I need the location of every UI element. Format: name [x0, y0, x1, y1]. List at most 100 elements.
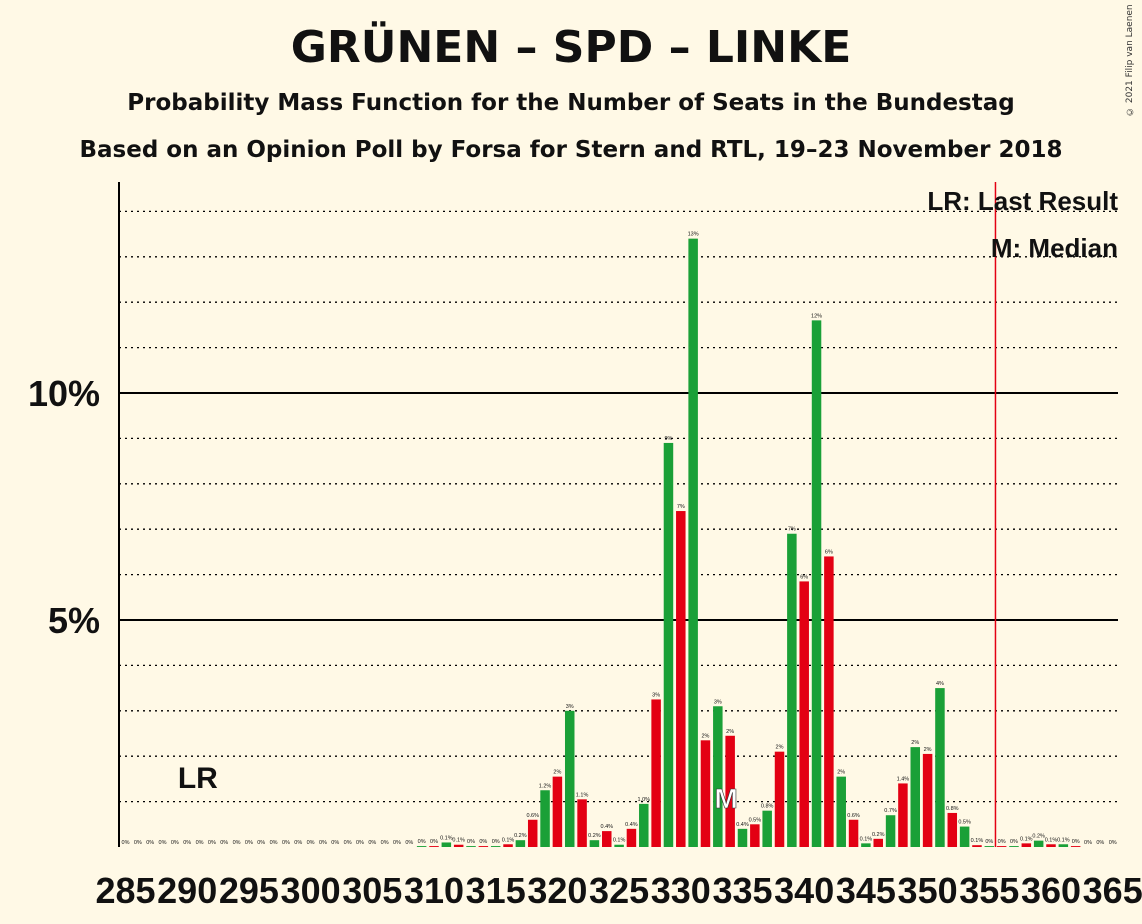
- bar: [552, 776, 563, 847]
- bar-value-label: 0%: [393, 840, 401, 846]
- x-tick-label: 285: [95, 870, 155, 911]
- bar: [1009, 846, 1019, 847]
- bar-value-label: 0.4%: [625, 822, 638, 828]
- bar-value-label: 0%: [220, 840, 228, 846]
- bar-value-label: 0.8%: [761, 804, 774, 810]
- x-tick-label: 360: [1021, 870, 1081, 911]
- y-tick-label: 5%: [48, 600, 100, 641]
- bar-value-label: 0%: [257, 840, 265, 846]
- bar-value-label: 0%: [985, 839, 993, 845]
- bar: [577, 799, 587, 847]
- bar-value-label: 0%: [331, 840, 339, 846]
- bar: [614, 844, 624, 847]
- bar-value-label: 0%: [356, 840, 364, 846]
- bar: [910, 747, 921, 847]
- bar-value-label: 0.1%: [452, 838, 465, 844]
- bar-value-label: 2%: [702, 733, 710, 739]
- bar: [774, 751, 785, 847]
- bar-value-label: 0%: [381, 840, 389, 846]
- bar: [935, 688, 945, 847]
- bar-value-label: 0%: [134, 840, 142, 846]
- bar-value-label: 0.6%: [526, 813, 539, 819]
- bar: [1058, 844, 1069, 847]
- legend: LR: Last Result M: Median: [927, 186, 1118, 263]
- bar: [515, 840, 526, 847]
- bar-value-label: 0%: [1010, 839, 1018, 845]
- bar-value-label: 0.1%: [440, 835, 453, 841]
- bar-value-label: 0%: [233, 840, 241, 846]
- bar: [676, 511, 686, 847]
- bar-value-label: 6%: [825, 549, 833, 555]
- bar: [725, 735, 735, 847]
- bar-value-label: 0.2%: [588, 833, 601, 839]
- bar-value-label: 0.2%: [1032, 834, 1045, 840]
- bar: [1021, 843, 1032, 847]
- bar: [688, 238, 698, 847]
- bar-value-label: 13%: [688, 232, 699, 238]
- bar-value-label: 0%: [1084, 840, 1092, 846]
- bar-value-label: 0.4%: [600, 824, 613, 830]
- bar: [503, 844, 513, 847]
- bar: [824, 556, 834, 847]
- bar: [700, 740, 711, 847]
- x-tick-label: 345: [836, 870, 896, 911]
- bar-value-label: 1.1%: [576, 792, 589, 798]
- bar-value-label: 6%: [800, 574, 808, 580]
- bar: [861, 843, 871, 847]
- bar: [478, 846, 489, 847]
- bar-value-label: 3%: [652, 692, 660, 698]
- bar: [663, 442, 674, 847]
- x-tick-label: 305: [342, 870, 402, 911]
- x-tick-label: 325: [589, 870, 649, 911]
- bar-value-label: 0.1%: [613, 838, 626, 844]
- bar: [466, 846, 476, 847]
- bar-value-label: 0%: [479, 839, 487, 845]
- bar-value-label: 0%: [208, 840, 216, 846]
- bar: [441, 842, 452, 847]
- bar-value-label: 0%: [294, 840, 302, 846]
- bar-value-label: 0.5%: [749, 817, 762, 823]
- bar-value-label: 0%: [418, 839, 426, 845]
- bar: [811, 320, 822, 847]
- bar: [564, 710, 575, 847]
- bar-value-label: 0.7%: [884, 808, 897, 814]
- bar-value-label: 0%: [196, 840, 204, 846]
- bar-value-label: 0%: [270, 840, 278, 846]
- bar-value-label: 0%: [405, 840, 413, 846]
- bar-value-label: 0%: [1109, 840, 1117, 846]
- bar: [1070, 846, 1081, 847]
- bar: [984, 846, 995, 847]
- bar-value-label: 12%: [811, 313, 822, 319]
- bar-value-label: 3%: [714, 699, 722, 705]
- bar-value-label: 3%: [566, 704, 574, 710]
- bar: [416, 846, 427, 847]
- bar-value-labels: 0% 0% 0% 0% 0% 0% 0% 0% 0% 0% 0% 0% 0% 0% 0% 0% 0% 0% 0% 0%…: [122, 232, 1117, 846]
- bar-value-label: 2%: [726, 729, 734, 735]
- bar-value-label: 0.1%: [1057, 837, 1070, 843]
- bar-value-label: 0%: [183, 840, 191, 846]
- x-tick-label: 350: [898, 870, 958, 911]
- bar: [799, 581, 809, 847]
- bar-value-label: 0%: [171, 840, 179, 846]
- bar: [1033, 840, 1044, 847]
- x-tick-label: 315: [466, 870, 526, 911]
- bar-value-label: 0.5%: [958, 820, 971, 826]
- bar-value-label: 7%: [677, 504, 685, 510]
- bar: [589, 840, 600, 847]
- bar-value-label: 0%: [344, 840, 352, 846]
- bar: [737, 828, 748, 847]
- bar-value-label: 1.0%: [638, 797, 651, 803]
- bar-value-label: 2%: [924, 747, 932, 753]
- bar-value-label: 0.8%: [946, 806, 959, 812]
- y-tick-label: 10%: [28, 373, 100, 414]
- bar-value-label: 0%: [159, 840, 167, 846]
- bar: [959, 826, 970, 847]
- bar: [996, 846, 1007, 847]
- bar: [429, 846, 439, 847]
- bar-value-label: 0.1%: [1045, 837, 1058, 843]
- bar: [750, 824, 760, 847]
- x-tick-label: 355: [959, 870, 1019, 911]
- bar: [873, 838, 883, 847]
- x-tick-label: 365: [1083, 870, 1142, 911]
